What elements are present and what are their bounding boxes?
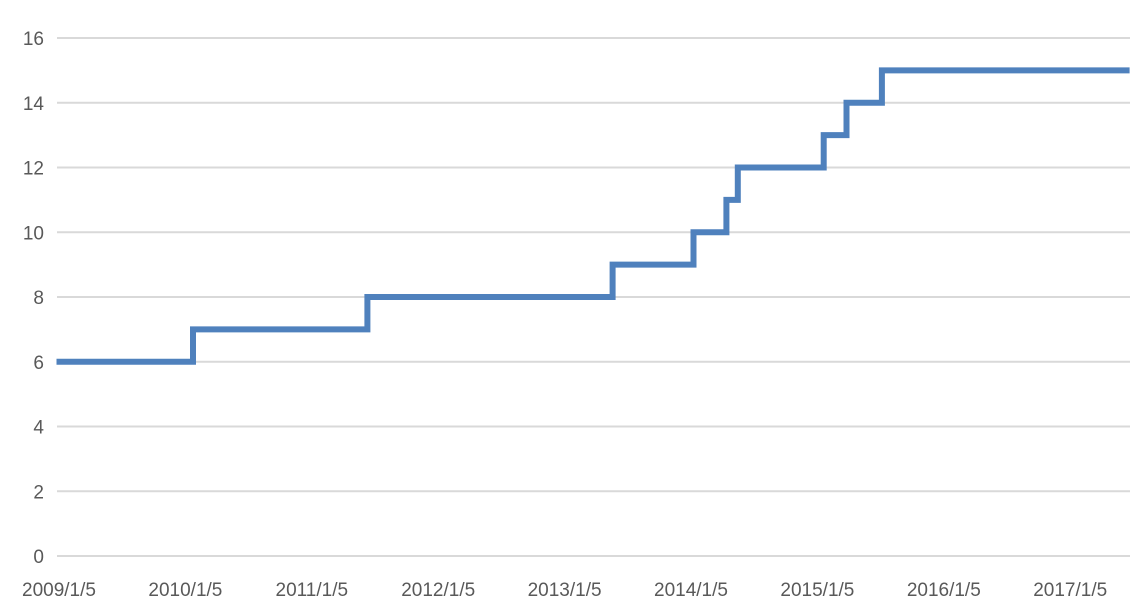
x-tick-label: 2013/1/5 [528, 580, 602, 601]
y-tick-label: 10 [23, 223, 44, 244]
y-tick-label: 6 [33, 353, 44, 374]
y-tick-label: 0 [33, 547, 44, 568]
x-tick-label: 2009/1/5 [22, 580, 96, 601]
y-tick-label: 14 [23, 94, 45, 115]
x-tick-label: 2014/1/5 [654, 580, 728, 601]
x-tick-label: 2011/1/5 [276, 580, 349, 601]
x-tick-label: 2010/1/5 [148, 580, 222, 601]
y-tick-label: 8 [33, 288, 44, 309]
series-line [56, 67, 1130, 365]
y-tick-label: 2 [33, 482, 44, 503]
x-axis-labels: 2009/1/5 2010/1/5 2011/1/5 2012/1/5 2013/1/5… [22, 580, 1107, 601]
x-tick-label: 2015/1/5 [780, 580, 854, 601]
y-tick-label: 4 [33, 418, 44, 439]
x-tick-label: 2012/1/5 [401, 580, 475, 601]
y-tick-label: 12 [23, 159, 44, 180]
x-tick-label: 2017/1/5 [1033, 580, 1107, 601]
x-tick-label: 2016/1/5 [907, 580, 981, 601]
y-tick-label: 16 [23, 29, 44, 50]
y-axis-labels: 0 2 4 6 8 10 12 14 16 [23, 29, 45, 568]
